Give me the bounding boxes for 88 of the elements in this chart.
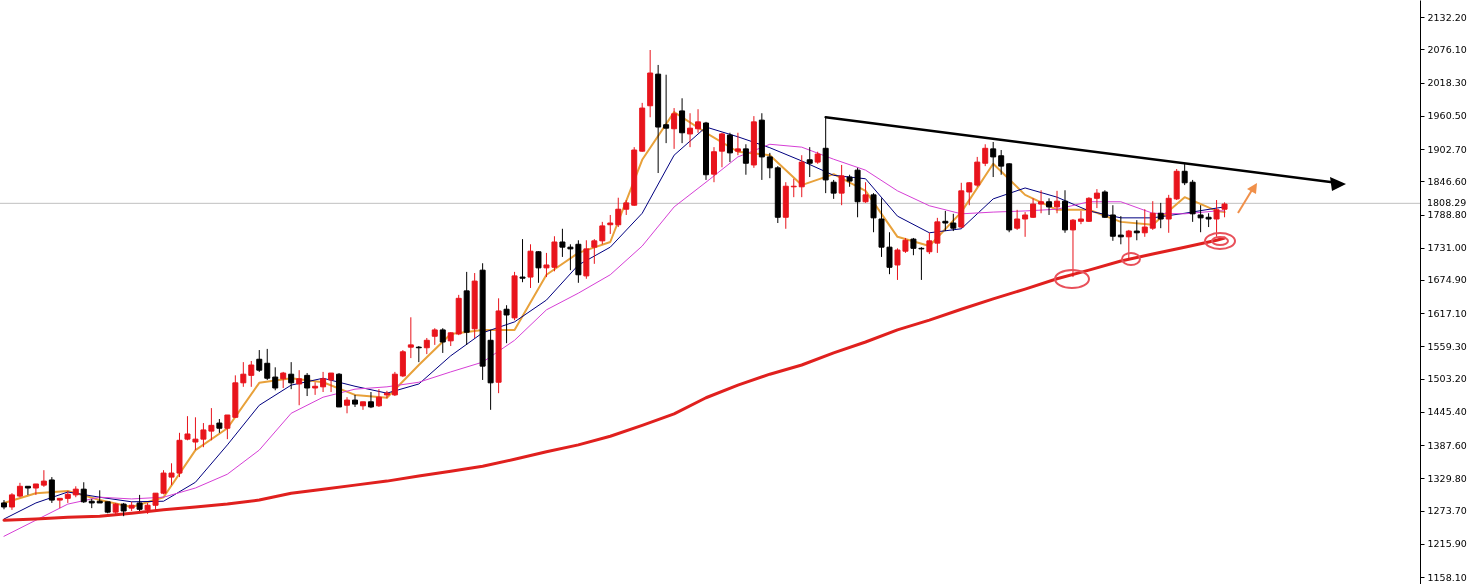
candlestick: [591, 238, 598, 265]
candlestick: [982, 143, 989, 167]
candlestick: [391, 371, 398, 397]
candlestick: [503, 304, 510, 344]
y-tick-label: 1158.10: [1427, 571, 1467, 583]
y-tick-label: 1445.40: [1427, 406, 1467, 418]
ref-line-label: 1808.29: [1427, 197, 1467, 209]
candlestick: [862, 181, 869, 204]
candlestick: [519, 238, 526, 283]
candlestick: [40, 469, 47, 488]
candlestick: [1117, 215, 1124, 245]
candlestick: [1149, 200, 1156, 231]
y-tick-label: 2132.20: [1427, 11, 1467, 23]
y-tick-label: 1215.90: [1427, 538, 1467, 550]
candlestick: [312, 381, 319, 396]
candlestick: [974, 156, 981, 188]
candlestick: [607, 214, 614, 235]
y-tick-label: 1387.60: [1427, 439, 1467, 451]
candlestick: [535, 250, 542, 284]
candlestick: [439, 327, 446, 354]
candlestick: [407, 316, 414, 359]
y-tick-label: 1846.60: [1427, 175, 1467, 187]
y-tick-label: 1674.90: [1427, 274, 1467, 286]
candlestick: [367, 391, 374, 409]
candlestick: [663, 74, 670, 144]
y-tick-label: 1617.10: [1427, 307, 1467, 319]
candlestick: [1141, 208, 1148, 238]
candlestick: [1109, 204, 1116, 242]
candlestick: [1038, 189, 1045, 214]
candlestick: [328, 372, 335, 393]
candlestick: [687, 112, 694, 148]
candlestick: [710, 146, 717, 183]
y-tick-label: 2076.10: [1427, 43, 1467, 55]
candlestick: [359, 401, 366, 411]
y-tick-label: 1273.70: [1427, 505, 1467, 517]
candlestick: [742, 143, 749, 176]
candlestick: [240, 361, 247, 388]
candlestick: [718, 132, 725, 168]
candlestick: [32, 483, 39, 496]
y-tick-label: 1788.80: [1427, 209, 1467, 221]
candlestick: [1077, 210, 1084, 225]
candlestick: [1022, 211, 1029, 238]
candlestick: [1085, 196, 1092, 223]
candlestick: [344, 396, 351, 414]
candlestick: [990, 141, 997, 178]
candlestick: [679, 97, 686, 144]
candlestick: [838, 164, 845, 206]
candlestick: [288, 361, 295, 390]
candlestick: [24, 485, 31, 496]
candlestick: [1014, 209, 1021, 231]
candlestick: [734, 132, 741, 156]
candlestick: [256, 349, 263, 373]
candlestick: [1030, 197, 1037, 219]
y-tick-label: 2018.30: [1427, 77, 1467, 89]
candlestick: [48, 476, 55, 504]
candlestick: [1046, 197, 1053, 216]
candlestick: [671, 107, 678, 150]
candlestick: [80, 481, 87, 504]
candlestick: [726, 132, 733, 163]
candlestick: [966, 181, 973, 206]
candlestick: [766, 152, 773, 179]
candlestick: [599, 221, 606, 245]
candlestick: [806, 146, 813, 178]
y-tick-label: 1503.20: [1427, 373, 1467, 385]
candlestick: [1157, 202, 1164, 229]
candlestick: [352, 394, 358, 408]
candlestick: [695, 108, 702, 134]
candlestick: [998, 149, 1005, 176]
candlestick: [383, 390, 390, 399]
candlestick: [830, 179, 837, 200]
y-tick-label: 1559.30: [1427, 340, 1467, 352]
candlestick: [1133, 219, 1140, 241]
candlestick: [248, 360, 255, 388]
candlestick: [272, 366, 279, 391]
candlestick: [304, 372, 311, 397]
y-tick-label: 1329.80: [1427, 472, 1467, 484]
candlestick: [1165, 194, 1172, 234]
candlestick: [1054, 190, 1061, 214]
y-tick-label: 1902.70: [1427, 143, 1467, 155]
candlestick: [942, 210, 949, 232]
candlestick: [296, 369, 303, 406]
y-tick-label: 1731.00: [1427, 242, 1467, 254]
candlestick: [320, 371, 327, 393]
candlestick: [375, 388, 382, 408]
y-tick-label: 1960.50: [1427, 110, 1467, 122]
candlestick: [1093, 188, 1100, 209]
candlestick: [615, 197, 622, 228]
candlestick: [264, 348, 271, 381]
